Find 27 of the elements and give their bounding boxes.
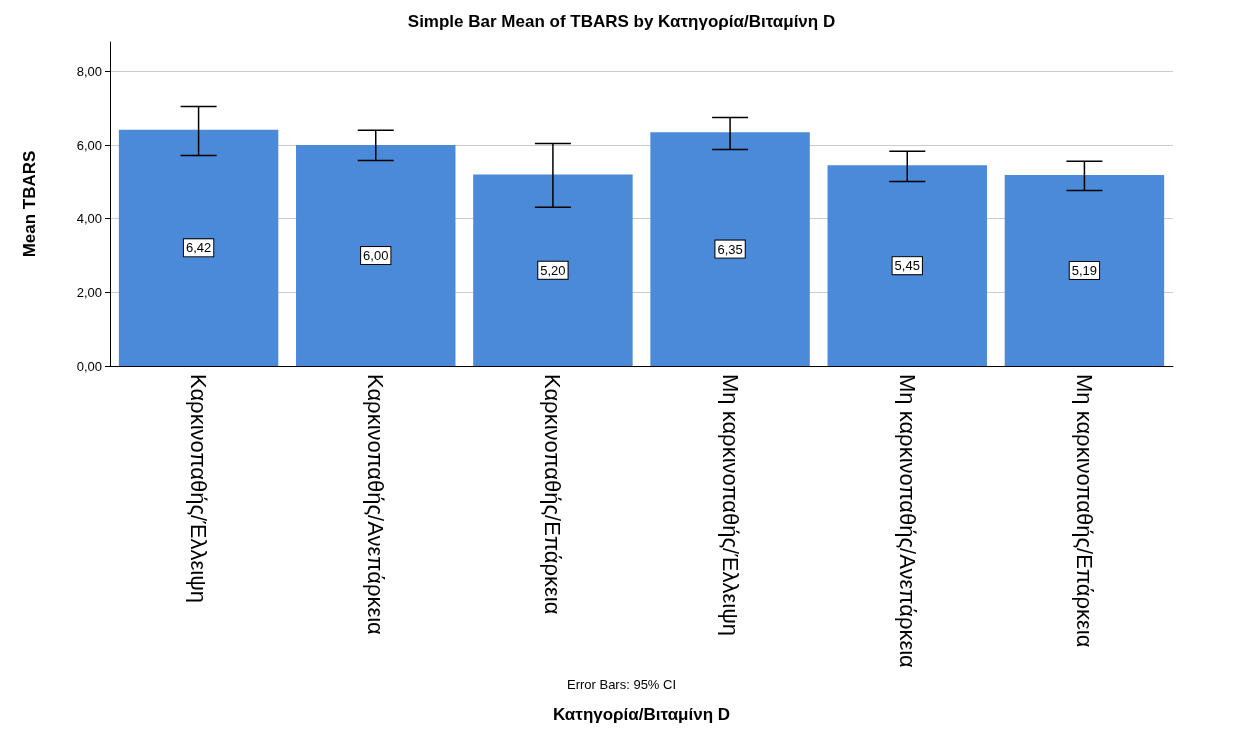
y-axis-title: Mean TBARS (20, 150, 39, 258)
x-tick-label: Καρκινοπαθής/Έλλειψη (186, 374, 212, 604)
text: Error Bars: 95% CI (566, 677, 677, 692)
chart-title: Simple Bar Mean of TBARS by Κατηγορία/Βιταμίνη D (407, 12, 836, 31)
bar (296, 145, 456, 366)
x-tick-label: Καρκινοπαθής/Ανεπάρκεια (363, 374, 389, 636)
x-tick-label: Καρκινοπαθής/Επάρκεια (540, 374, 566, 615)
data-label: 5,45 (894, 258, 920, 274)
bar (118, 129, 279, 366)
data-label: 6,42 (185, 240, 212, 256)
y-tick-label: 0,00 (76, 358, 102, 374)
x-axis-title: Κατηγορία/Βιταμίνη D (552, 705, 731, 724)
x-tick-label: Μη καρκινοπαθής/Ανεπάρκεια (894, 374, 920, 669)
bar (1004, 174, 1165, 366)
data-label: 5,20 (540, 262, 566, 278)
data-label: 5,19 (1071, 262, 1098, 278)
x-tick-label: Μη καρκινοπαθής/Έλλειψη (717, 374, 743, 637)
y-tick-label: 2,00 (76, 284, 102, 300)
x-tick-label: Μη καρκινοπαθής/Επάρκεια (1071, 374, 1097, 648)
bar (827, 165, 987, 366)
data-label: 6,00 (363, 248, 389, 264)
y-tick-label: 8,00 (76, 63, 102, 79)
data-label: 6,35 (717, 241, 743, 257)
bar (473, 174, 633, 366)
y-tick-label: 6,00 (76, 137, 102, 153)
bar (650, 132, 810, 366)
y-tick-label: 4,00 (76, 211, 102, 227)
